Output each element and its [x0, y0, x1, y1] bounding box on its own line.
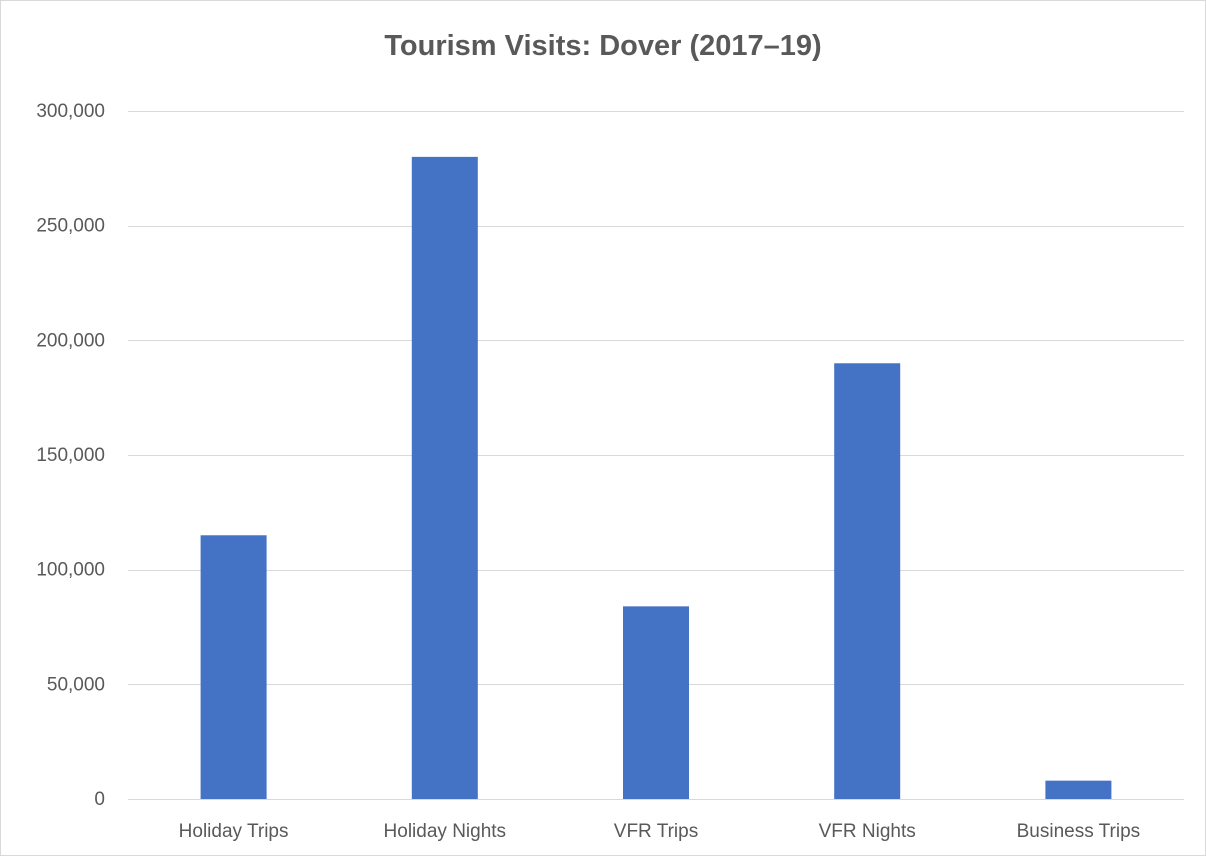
- y-tick-label: 50,000: [47, 674, 105, 695]
- y-axis-tick-labels: 0 50,000 100,000 150,000 200,000 250,000 300,0…: [36, 101, 105, 810]
- bar-business-trips: [1045, 780, 1112, 799]
- x-axis-tick-labels: Holiday Trips Holiday Nights VFR Trips VFR …: [179, 821, 1140, 842]
- bar-vfr-trips: [623, 606, 689, 799]
- x-tick-label: Holiday Trips: [179, 821, 289, 842]
- y-tick-label: 300,000: [36, 101, 105, 122]
- y-tick-label: 150,000: [36, 445, 105, 466]
- y-tick-label: 100,000: [36, 560, 105, 581]
- x-tick-label: VFR Trips: [614, 821, 698, 842]
- bar-vfr-nights: [834, 363, 901, 799]
- bar-holiday-trips: [200, 535, 267, 799]
- y-tick-label: 0: [94, 789, 105, 810]
- x-tick-label: Holiday Nights: [384, 821, 507, 842]
- bar-holiday-nights: [411, 156, 478, 799]
- chart-title: Tourism Visits: Dover (2017–19): [384, 30, 822, 62]
- y-tick-label: 250,000: [36, 216, 105, 237]
- x-tick-label: Business Trips: [1017, 821, 1141, 842]
- bars: [200, 156, 1112, 799]
- gridlines: [128, 111, 1184, 800]
- x-tick-label: VFR Nights: [819, 821, 916, 842]
- y-tick-label: 200,000: [36, 330, 105, 351]
